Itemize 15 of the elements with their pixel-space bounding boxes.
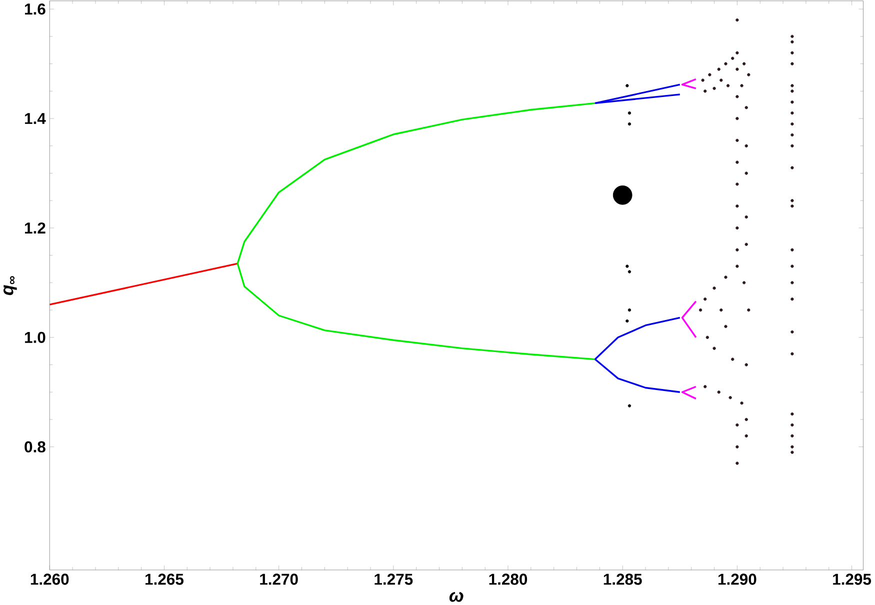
- y-tick-label: 1.4: [25, 112, 46, 124]
- x-tick-label: 1.285: [604, 574, 642, 585]
- y-axis-title: q$_{∞}$: [4, 276, 17, 295]
- x-tick-label: 1.270: [260, 574, 298, 585]
- x-axis-title: ω: [449, 592, 464, 602]
- x-tick-label: 1.265: [146, 574, 184, 585]
- y-tick-label: 1.2: [25, 222, 46, 234]
- y-tick-label: 1.6: [25, 3, 46, 14]
- x-tick-label: 1.295: [833, 574, 872, 585]
- y-tick-label: 1.0: [25, 332, 46, 343]
- y-tick-label: 0.8: [24, 441, 46, 452]
- x-tick-label: 1.275: [374, 574, 413, 585]
- x-tick-label: 1.260: [30, 574, 69, 585]
- x-tick-label: 1.280: [489, 574, 528, 585]
- x-tick-label: 1.290: [718, 574, 756, 585]
